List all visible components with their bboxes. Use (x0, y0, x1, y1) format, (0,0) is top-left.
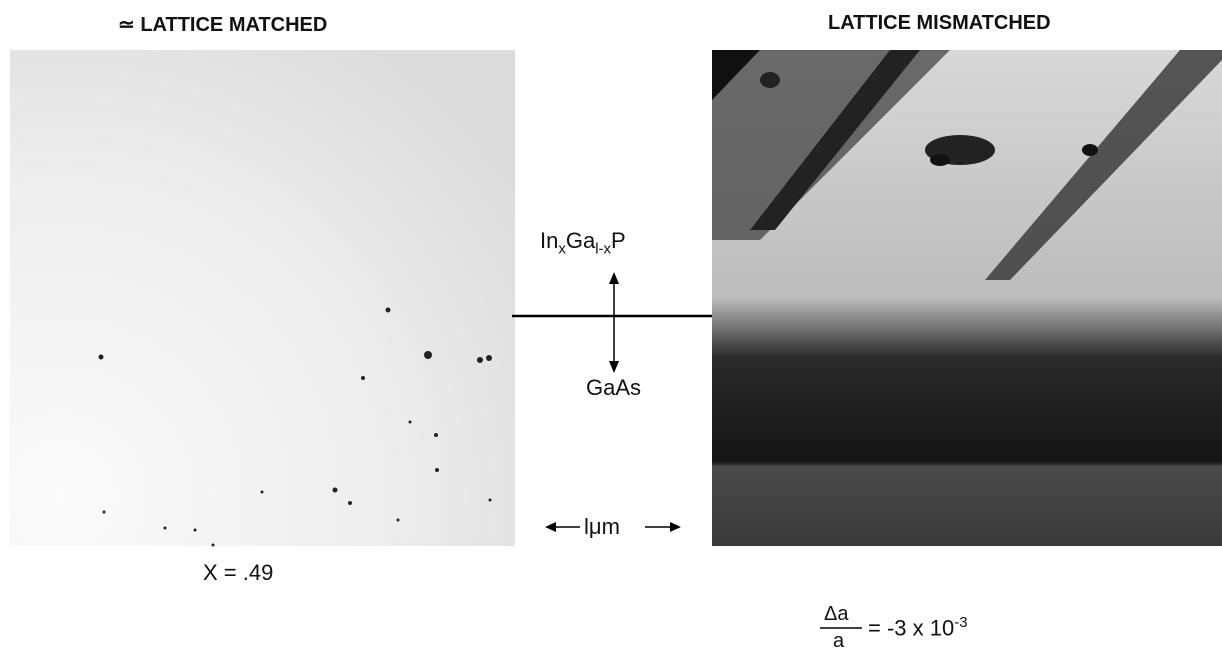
layer-label: InxGal-xP (540, 228, 626, 257)
fraction-denominator: a (833, 630, 844, 653)
text: = -3 x 10 (868, 615, 954, 640)
superscript: -3 (954, 614, 967, 631)
text: Ga (566, 228, 595, 253)
mismatch-label: = -3 x 10-3 (868, 614, 968, 641)
text: P (611, 228, 626, 253)
arrow-head (609, 272, 619, 284)
right-title: LATTICE MISMATCHED (828, 12, 1051, 35)
scale-label: lμm (584, 514, 620, 540)
left-micrograph (10, 50, 515, 546)
subscript: l-x (595, 240, 611, 257)
composition-label: X = .49 (203, 560, 273, 586)
text: In (540, 228, 558, 253)
fraction-numerator: Δa (824, 603, 848, 626)
left-title: ≃ LATTICE MATCHED (118, 12, 327, 37)
arrow-head (609, 361, 619, 373)
figure: ≃ LATTICE MATCHED LATTICE MISMATCHED Inx… (0, 0, 1222, 663)
subscript: x (558, 240, 566, 257)
arrow-head (545, 522, 556, 532)
arrow-head (670, 522, 681, 532)
figure-graphics (0, 0, 1222, 663)
substrate-label: GaAs (586, 375, 641, 401)
